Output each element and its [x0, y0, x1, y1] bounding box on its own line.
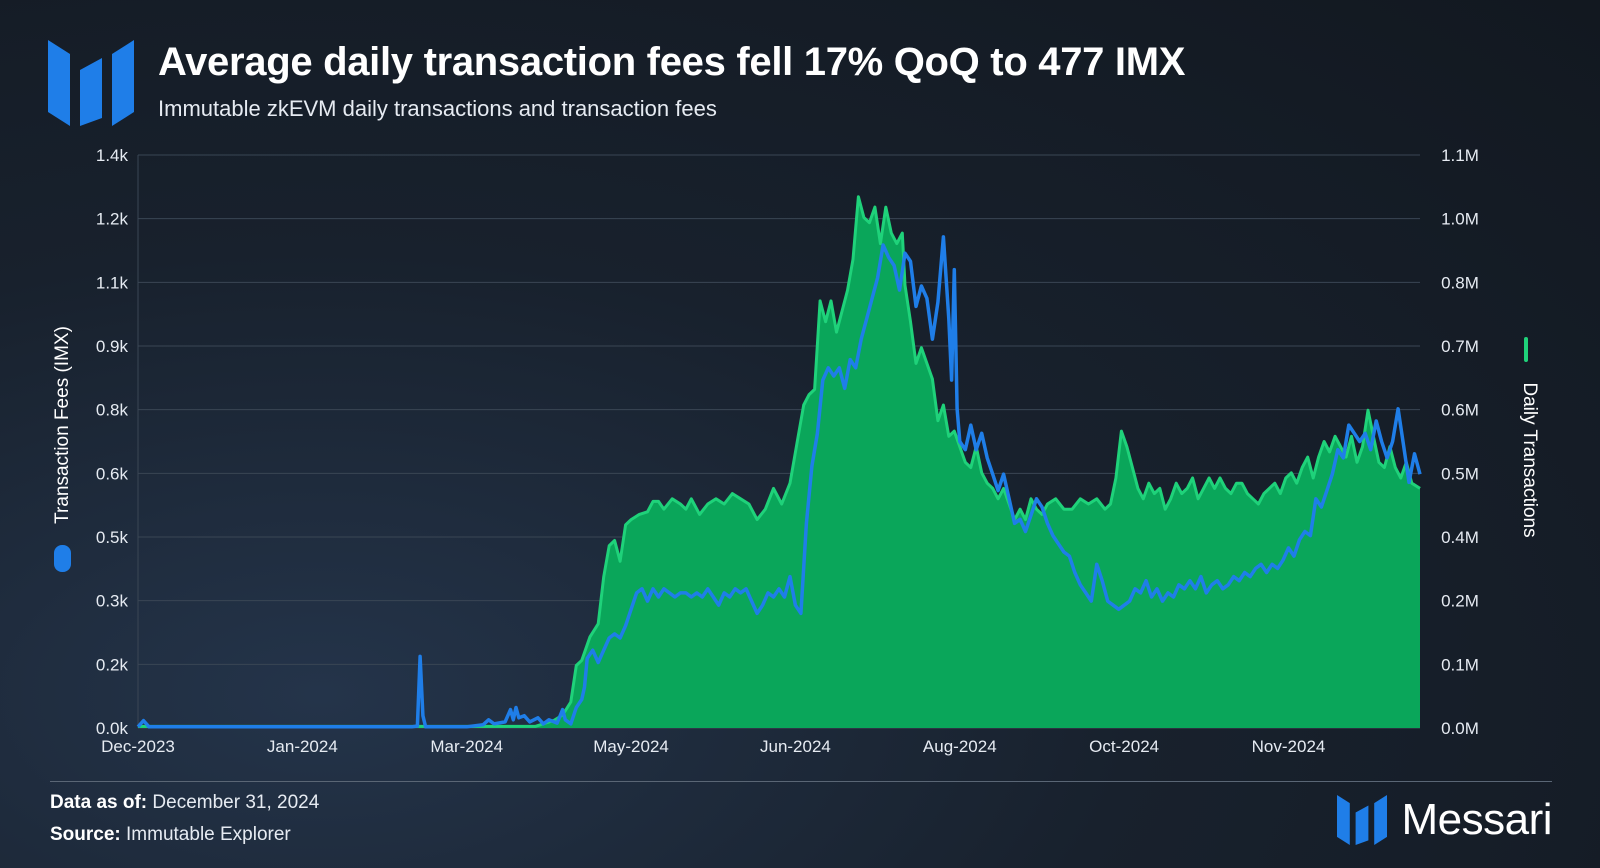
- x-tick-label: May-2024: [593, 737, 669, 756]
- axes: 0.0k 0.0M 0.2k 0.1M 0.3k 0.2M 0.5k 0.4M 0.6k 0.5M…: [96, 146, 1479, 756]
- x-tick-label: Jun-2024: [760, 737, 831, 756]
- data-as-of-value: December 31, 2024: [152, 792, 320, 813]
- chart-area: 0.0k 0.0M 0.2k 0.1M 0.3k 0.2M 0.5k 0.4M 0.6k 0.5M…: [52, 146, 1540, 756]
- brand: Messari: [1337, 795, 1552, 845]
- messari-logo-icon: [48, 40, 134, 126]
- x-tick-label: Jan-2024: [267, 737, 338, 756]
- x-tick-label: Oct-2024: [1089, 737, 1159, 756]
- y-left-axis-label: Transaction Fees (IMX): [52, 326, 73, 524]
- x-tick-label: Dec-2023: [101, 737, 175, 756]
- y-right-tick-label: 0.6M: [1441, 401, 1479, 420]
- data-as-of-label: Data as of:: [50, 792, 148, 813]
- source-value: Immutable Explorer: [126, 824, 291, 845]
- source-label: Source:: [50, 824, 121, 845]
- transactions-area-fill: [138, 196, 1420, 728]
- y-left-tick-label: 0.0k: [96, 719, 129, 738]
- legend-swatch-fees: [54, 545, 71, 572]
- y-right-tick-label: 0.8M: [1441, 273, 1479, 292]
- x-tick-label: Nov-2024: [1252, 737, 1326, 756]
- y-right-tick-label: 0.4M: [1441, 528, 1479, 547]
- x-tick-label: Aug-2024: [923, 737, 997, 756]
- transactions-area: [138, 195, 1421, 728]
- y-left-tick-label: 0.5k: [96, 528, 129, 547]
- source: Source: Immutable Explorer: [50, 824, 291, 846]
- y-right-tick-label: 1.1M: [1441, 146, 1479, 165]
- y-right-tick-label: 0.0M: [1441, 719, 1479, 738]
- y-right-tick-label: 0.5M: [1441, 464, 1479, 483]
- chart-title: Average daily transaction fees fell 17% …: [158, 40, 1186, 84]
- footer-divider: [50, 781, 1552, 782]
- y-left-tick-label: 1.1k: [96, 273, 129, 292]
- y-right-tick-label: 0.2M: [1441, 592, 1479, 611]
- fees-line-layer: [136, 235, 1422, 729]
- chart-subtitle: Immutable zkEVM daily transactions and t…: [158, 96, 717, 121]
- data-as-of: Data as of: December 31, 2024: [50, 792, 319, 814]
- brand-name: Messari: [1401, 795, 1552, 844]
- y-left-tick-label: 0.2k: [96, 655, 129, 674]
- y-left-tick-label: 0.3k: [96, 592, 129, 611]
- y-left-tick-label: 1.4k: [96, 146, 129, 165]
- y-left-tick-label: 1.2k: [96, 210, 129, 229]
- y-left-tick-label: 0.6k: [96, 464, 129, 483]
- transactions-top-line: [138, 195, 1421, 728]
- y-left-tick-label: 0.9k: [96, 337, 129, 356]
- y-right-tick-label: 0.7M: [1441, 337, 1479, 356]
- messari-brand-icon: [1337, 795, 1388, 845]
- y-right-tick-label: 0.1M: [1441, 655, 1479, 674]
- y-right-axis-label: Daily Transactions: [1519, 382, 1540, 537]
- fees-line: [136, 235, 1422, 729]
- y-left-tick-label: 0.8k: [96, 401, 129, 420]
- x-tick-label: Mar-2024: [430, 737, 503, 756]
- y-right-tick-label: 1.0M: [1441, 210, 1479, 229]
- legend-swatch-transactions: [1524, 337, 1528, 362]
